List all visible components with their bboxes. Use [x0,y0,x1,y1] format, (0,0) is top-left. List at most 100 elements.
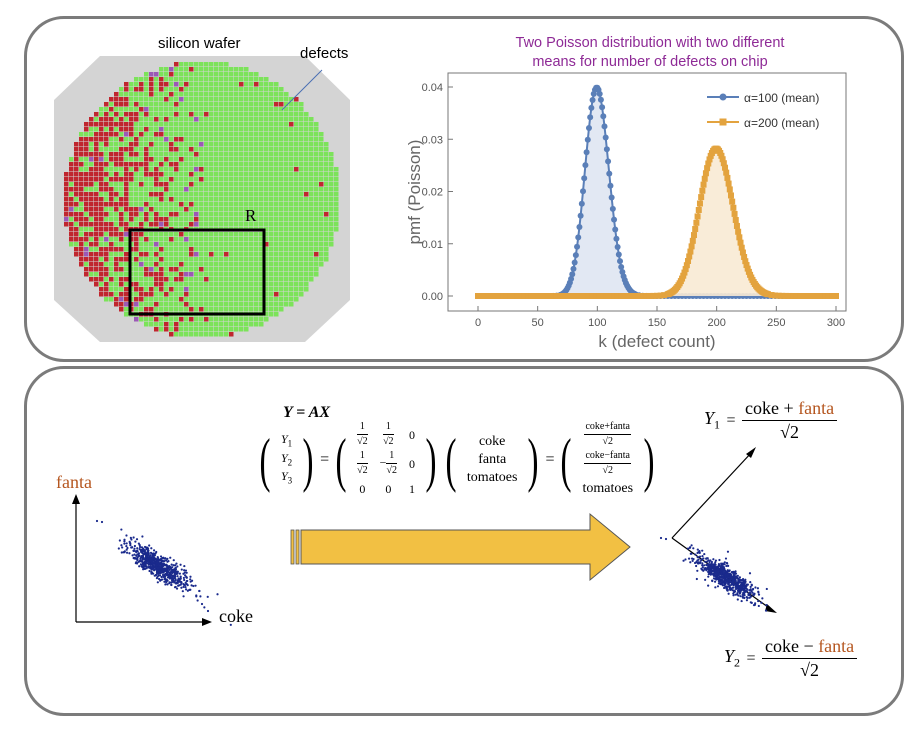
wafer-die [284,217,289,222]
wafer-die [274,282,279,287]
wafer-die [324,152,329,157]
wafer-die [204,137,209,142]
wafer-die [89,167,94,172]
wafer-die [159,222,164,227]
wafer-die [254,257,259,262]
wafer-die [124,312,129,317]
wafer-die [279,302,284,307]
wafer-die [169,322,174,327]
wafer-die [189,302,194,307]
wafer-die [254,117,259,122]
wafer-die [74,177,79,182]
wafer-die [254,112,259,117]
wafer-die [319,232,324,237]
wafer-die [174,107,179,112]
wafer-die [269,167,274,172]
series-1-point [618,263,625,270]
scatter-point [169,556,172,559]
wafer-die [104,117,109,122]
wafer-die [69,197,74,202]
wafer-die [234,77,239,82]
series-1-point [574,243,581,250]
wafer-die [184,232,189,237]
wafer-die [249,142,254,147]
wafer-die [319,152,324,157]
wafer-die [119,202,124,207]
wafer-die [129,167,134,172]
wafer-die [199,272,204,277]
wafer-die [254,122,259,127]
wafer-die [149,147,154,152]
series-2-point [600,293,607,299]
wafer-die [144,222,149,227]
wafer-die [64,172,69,177]
wafer-die [234,107,239,112]
wafer-die [309,167,314,172]
scatter-point [140,546,144,549]
wafer-die [164,252,169,257]
wafer-die [279,267,284,272]
wafer-die [214,142,219,147]
wafer-die [264,122,269,127]
wafer-die [259,272,264,277]
wafer-die [119,112,124,117]
wafer-die [304,132,309,137]
series-2-point [611,293,618,299]
wafer-die [114,297,119,302]
wafer-die [244,297,249,302]
wafer-die [154,152,159,157]
wafer-die [279,137,284,142]
wafer-die [314,272,319,277]
wafer-die [249,137,254,142]
wafer-die [254,172,259,177]
wafer-die [179,212,184,217]
wafer-die [224,102,229,107]
wafer-die [189,172,194,177]
wafer-die [274,132,279,137]
wafer-die [189,212,194,217]
wafer-die [144,217,149,222]
y-vector-entry: Y3 [280,469,293,486]
series-2-point [722,164,729,171]
wafer-die [169,197,174,202]
wafer-die [214,302,219,307]
wafer-die [74,247,79,252]
series-1-point [611,216,618,223]
wafer-die [254,162,259,167]
wafer-die [209,142,214,147]
wafer-die [209,67,214,72]
wafer-die [229,247,234,252]
wafer-die [154,187,159,192]
wafer-die [144,162,149,167]
wafer-die [169,127,174,132]
wafer-die [319,237,324,242]
wafer-die [299,127,304,132]
wafer-die [159,117,164,122]
wafer-die [274,192,279,197]
wafer-die [134,277,139,282]
wafer-die [179,122,184,127]
scatter-point [177,577,180,580]
wafer-die [134,132,139,137]
wafer-die [299,257,304,262]
wafer-die [139,152,144,157]
scatter-point [166,557,169,560]
wafer-die [234,82,239,87]
wafer-die [184,287,189,292]
wafer-die [239,182,244,187]
wafer-die [299,122,304,127]
wafer-die [184,162,189,167]
wafer-die [154,232,159,237]
scatter-point [695,564,698,568]
wafer-die [94,192,99,197]
wafer-die [174,267,179,272]
wafer-die [224,152,229,157]
wafer-die [284,142,289,147]
wafer-die [219,107,224,112]
scatter-point [706,564,709,567]
wafer-die [294,167,299,172]
wafer-die [259,237,264,242]
wafer-die [194,292,199,297]
wafer-die [129,127,134,132]
wafer-die [94,237,99,242]
